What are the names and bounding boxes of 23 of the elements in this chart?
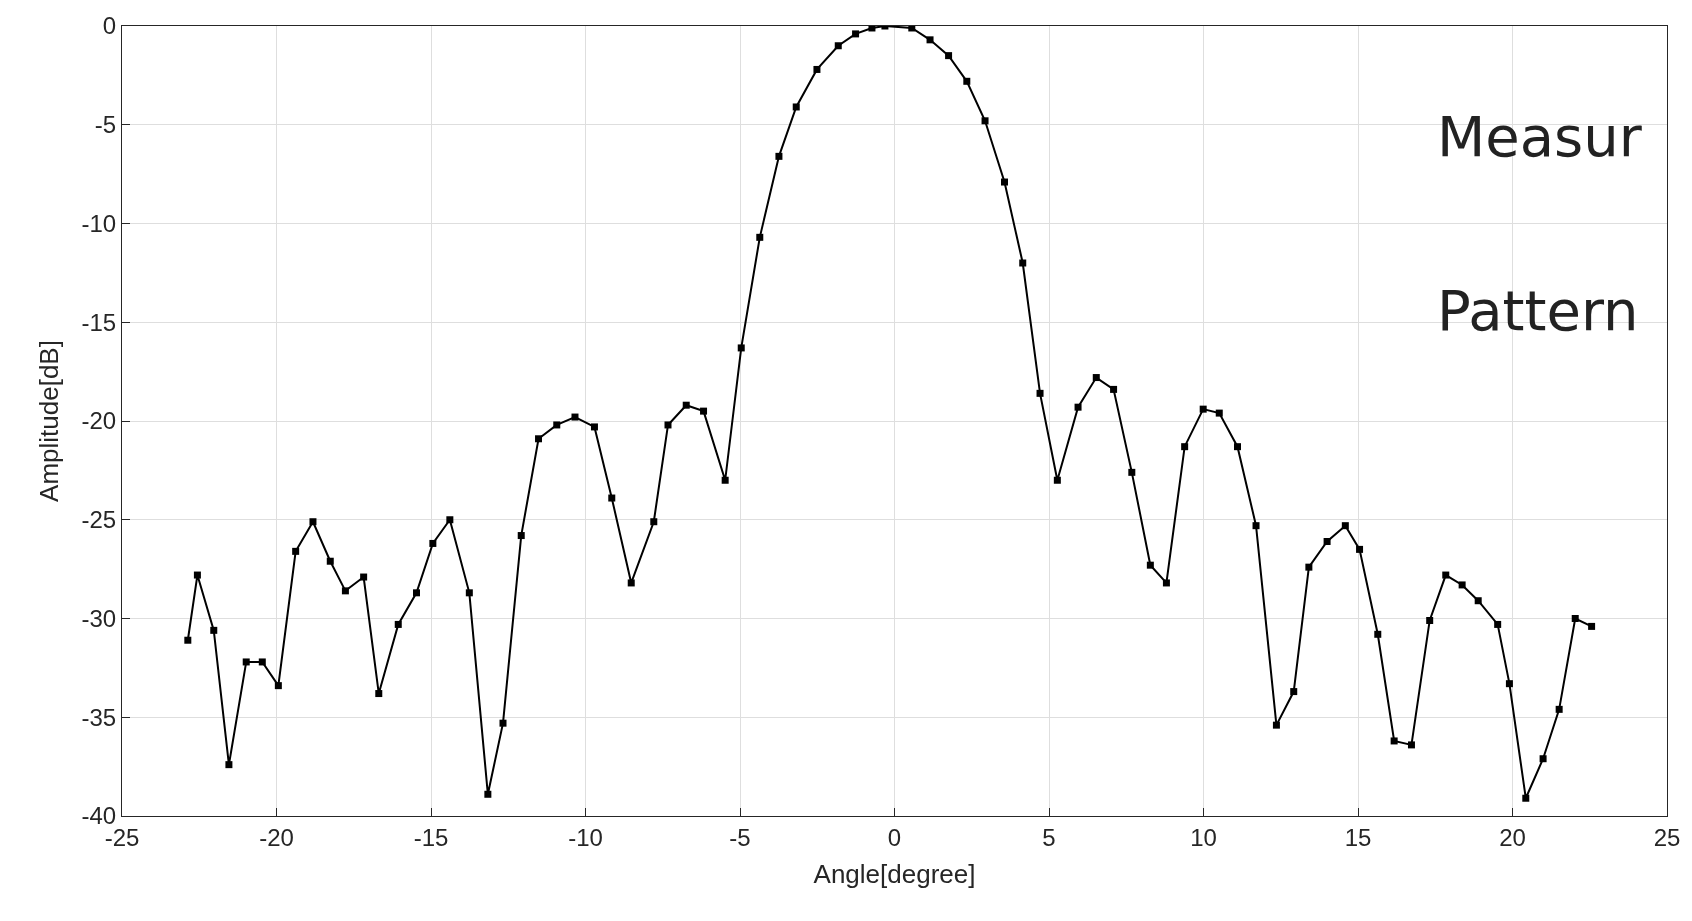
x-tick-label: 25 <box>1653 823 1681 851</box>
x-tick-label: -5 <box>729 823 751 851</box>
x-tick-label: -20 <box>259 823 294 851</box>
x-tick-label: 0 <box>887 823 902 851</box>
x-tick-label: 10 <box>1190 823 1217 851</box>
annotation: Measur <box>1437 104 1643 169</box>
y-tick-label: -25 <box>81 506 117 534</box>
annotation: Pattern <box>1437 278 1639 343</box>
y-tick-label: -20 <box>81 407 117 435</box>
x-tick-label: -10 <box>568 823 603 851</box>
y-tick-label: -5 <box>94 111 117 139</box>
x-tick-label: 5 <box>1042 823 1056 851</box>
x-axis-title: Angle[degree] <box>813 859 976 890</box>
x-tick-label: 15 <box>1344 823 1372 851</box>
y-tick-label: 0 <box>102 12 117 40</box>
y-axis-title: Amplitude[dB] <box>33 340 64 502</box>
y-tick-label: -15 <box>81 308 117 336</box>
x-tick-label: 20 <box>1499 823 1526 851</box>
y-tick-label: -10 <box>81 209 117 237</box>
x-tick-label: -15 <box>413 823 449 851</box>
y-tick-label: -30 <box>81 604 117 632</box>
y-tick-label: -40 <box>81 802 117 830</box>
y-tick-label: -35 <box>81 703 117 731</box>
